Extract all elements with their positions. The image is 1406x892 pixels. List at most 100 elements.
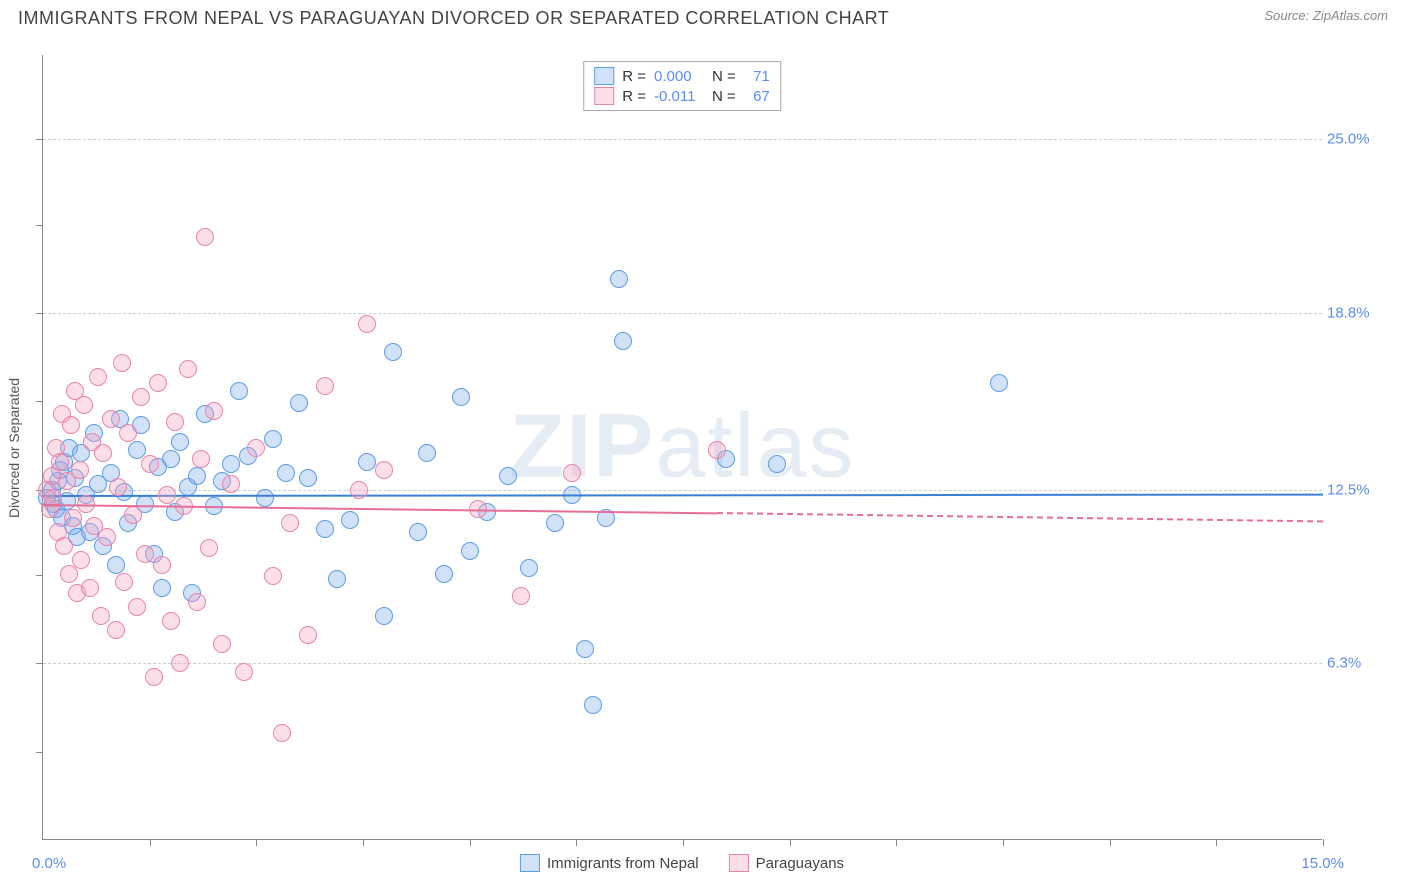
scatter-point <box>235 663 253 681</box>
scatter-point <box>290 394 308 412</box>
legend-swatch <box>729 854 749 872</box>
scatter-point <box>153 556 171 574</box>
scatter-point <box>409 523 427 541</box>
scatter-point <box>124 506 142 524</box>
scatter-point <box>230 382 248 400</box>
scatter-point <box>546 514 564 532</box>
chart-header: IMMIGRANTS FROM NEPAL VS PARAGUAYAN DIVO… <box>0 0 1406 33</box>
scatter-point <box>512 587 530 605</box>
scatter-point <box>520 559 538 577</box>
chart-area: ZIPatlas 6.3%12.5%18.8%25.0% Divorced or… <box>42 55 1322 840</box>
trend-line <box>717 512 1323 522</box>
scatter-point <box>132 388 150 406</box>
scatter-point <box>341 511 359 529</box>
x-tick <box>470 839 471 846</box>
stat-n-label: N = <box>712 68 736 85</box>
trend-line <box>43 494 1323 497</box>
scatter-point <box>171 654 189 672</box>
scatter-point <box>92 607 110 625</box>
scatter-point <box>171 433 189 451</box>
x-tick <box>363 839 364 846</box>
scatter-point <box>610 270 628 288</box>
legend-item: Immigrants from Nepal <box>520 854 699 872</box>
scatter-point <box>205 402 223 420</box>
scatter-point <box>200 539 218 557</box>
stat-n-value: 67 <box>744 88 770 105</box>
scatter-point <box>128 598 146 616</box>
x-tick <box>1323 839 1324 846</box>
watermark: ZIPatlas <box>509 396 855 499</box>
scatter-point <box>358 453 376 471</box>
x-tick <box>790 839 791 846</box>
legend-swatch <box>520 854 540 872</box>
scatter-point <box>222 475 240 493</box>
scatter-point <box>584 696 602 714</box>
scatter-point <box>94 444 112 462</box>
scatter-point <box>576 640 594 658</box>
scatter-point <box>328 570 346 588</box>
scatter-point <box>149 374 167 392</box>
scatter-point <box>418 444 436 462</box>
scatter-point <box>452 388 470 406</box>
scatter-point <box>350 481 368 499</box>
x-tick <box>1216 839 1217 846</box>
scatter-point <box>316 377 334 395</box>
scatter-point <box>166 413 184 431</box>
scatter-point <box>188 593 206 611</box>
chart-source: Source: ZipAtlas.com <box>1264 8 1388 23</box>
scatter-point <box>158 486 176 504</box>
x-tick <box>256 839 257 846</box>
scatter-point <box>55 537 73 555</box>
scatter-point <box>188 467 206 485</box>
scatter-point <box>113 354 131 372</box>
scatter-point <box>102 410 120 428</box>
y-tick-label: 25.0% <box>1327 131 1382 148</box>
scatter-point <box>115 573 133 591</box>
x-axis-max-label: 15.0% <box>1301 855 1344 872</box>
x-tick <box>1110 839 1111 846</box>
scatter-point <box>614 332 632 350</box>
scatter-point <box>162 450 180 468</box>
x-tick <box>896 839 897 846</box>
scatter-point <box>256 489 274 507</box>
scatter-point <box>107 621 125 639</box>
scatter-point <box>299 626 317 644</box>
gridline <box>43 663 1322 664</box>
scatter-point <box>60 565 78 583</box>
scatter-point <box>179 360 197 378</box>
scatter-point <box>109 478 127 496</box>
legend-label: Paraguayans <box>756 855 844 872</box>
legend-swatch <box>594 67 614 85</box>
scatter-point <box>72 551 90 569</box>
scatter-point <box>153 579 171 597</box>
scatter-point <box>81 579 99 597</box>
scatter-point <box>62 416 80 434</box>
x-tick <box>683 839 684 846</box>
y-tick <box>36 575 43 576</box>
scatter-point <box>435 565 453 583</box>
legend-swatch <box>594 87 614 105</box>
y-tick <box>36 663 43 664</box>
y-tick <box>36 752 43 753</box>
scatter-point <box>213 635 231 653</box>
stat-n-value: 71 <box>744 68 770 85</box>
stat-r-value: 0.000 <box>654 68 704 85</box>
legend-label: Immigrants from Nepal <box>547 855 699 872</box>
scatter-point <box>708 441 726 459</box>
y-tick-label: 6.3% <box>1327 655 1382 672</box>
scatter-point <box>98 528 116 546</box>
y-axis-label: Divorced or Separated <box>6 377 22 517</box>
scatter-point <box>64 509 82 527</box>
scatter-point <box>375 461 393 479</box>
legend-stats-row: R =0.000N =71 <box>594 66 770 86</box>
scatter-point <box>119 424 137 442</box>
scatter-point <box>89 368 107 386</box>
y-tick <box>36 139 43 140</box>
scatter-point <box>264 430 282 448</box>
y-tick <box>36 225 43 226</box>
scatter-point <box>273 724 291 742</box>
stat-n-label: N = <box>712 88 736 105</box>
chart-title: IMMIGRANTS FROM NEPAL VS PARAGUAYAN DIVO… <box>18 8 889 29</box>
plot-area: ZIPatlas 6.3%12.5%18.8%25.0% <box>42 55 1322 840</box>
scatter-point <box>196 228 214 246</box>
